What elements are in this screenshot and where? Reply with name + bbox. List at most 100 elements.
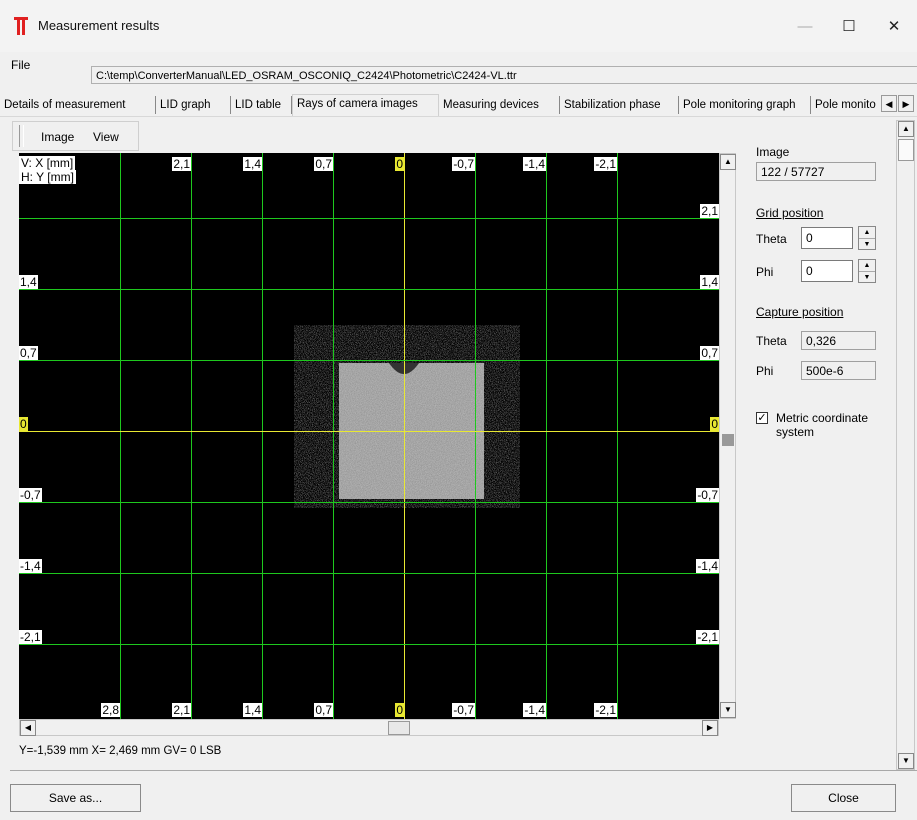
tab-lid-graph[interactable]: LID graph <box>156 96 231 114</box>
tick-label-top: 2,1 <box>172 157 191 171</box>
scroll-left-icon[interactable]: ◀ <box>20 720 36 736</box>
file-path-field[interactable]: C:\temp\ConverterManual\LED_OSRAM_OSCONI… <box>91 66 917 84</box>
panel-vertical-scrollbar[interactable]: ▲ ▼ <box>896 120 915 770</box>
scroll-down-icon[interactable]: ▼ <box>898 753 914 769</box>
tick-label-top: -0,7 <box>452 157 475 171</box>
tick-label-bottom: 0,7 <box>314 703 333 717</box>
axis-v-label: V: X [mm] <box>19 156 76 170</box>
tick-label-right: 0 <box>710 417 719 431</box>
scroll-thumb[interactable] <box>898 139 914 161</box>
image-index-value: 122 / 57727 <box>756 162 876 181</box>
camera-image-view[interactable]: V: X [mm] H: Y [mm] 2,1 1,4 0,7 0 -0,7 -1,4 -2… <box>19 153 719 719</box>
spin-up-icon[interactable]: ▲ <box>859 260 875 272</box>
tick-label-left: 1,4 <box>19 275 38 289</box>
tick-label-left: -1,4 <box>19 559 42 573</box>
grid-theta-label: Theta <box>756 232 787 246</box>
tick-label-right: 0,7 <box>700 346 719 360</box>
tab-bar: Details of measurement LID graph LID tab… <box>0 94 917 117</box>
image-label: Image <box>756 145 790 159</box>
scroll-right-icon[interactable]: ▶ <box>702 720 718 736</box>
minimize-button[interactable]: — <box>797 17 813 35</box>
tab-stabilization-phase[interactable]: Stabilization phase <box>560 96 679 114</box>
close-window-button[interactable]: ✕ <box>887 18 901 35</box>
tab-pole-monitoring-graph[interactable]: Pole monitoring graph <box>679 96 811 114</box>
window-title: Measurement results <box>38 18 160 33</box>
maximize-button[interactable]: ☐ <box>842 18 856 35</box>
tick-label-left: -0,7 <box>19 488 42 502</box>
metric-checkbox-label: Metric coordinate system <box>776 411 869 439</box>
scroll-down-icon[interactable]: ▼ <box>720 702 736 718</box>
close-button[interactable]: Close <box>791 784 896 812</box>
tick-label-top: -2,1 <box>594 157 617 171</box>
capture-theta-value: 0,326 <box>801 331 876 350</box>
tab-label: Rays of camera images <box>297 98 418 110</box>
tick-label-top: 0 <box>395 157 404 171</box>
axis-h-label: H: Y [mm] <box>19 170 76 184</box>
menu-view[interactable]: View <box>93 130 119 144</box>
tick-label-left: 0,7 <box>19 346 38 360</box>
tick-label-bottom: 0 <box>395 703 404 717</box>
tick-label-top: 0,7 <box>314 157 333 171</box>
tick-label-right: 1,4 <box>700 275 719 289</box>
cursor-status: Y=-1,539 mm X= 2,469 mm GV= 0 LSB <box>19 745 222 757</box>
tab-label: LID graph <box>160 99 211 111</box>
grid-theta-input[interactable]: 0 <box>801 227 853 249</box>
tick-label-top: 1,4 <box>243 157 262 171</box>
tab-label: Pole monito <box>815 99 876 111</box>
image-horizontal-scrollbar[interactable]: ◀ ▶ <box>19 719 719 736</box>
tick-label-bottom: -1,4 <box>523 703 546 717</box>
camera-image-canvas <box>19 153 719 719</box>
tab-measuring-devices[interactable]: Measuring devices <box>439 96 560 114</box>
tick-label-right: -0,7 <box>696 488 719 502</box>
tab-scroll-left-icon[interactable]: ◀ <box>881 95 897 112</box>
tick-label-left: -2,1 <box>19 630 42 644</box>
grid-phi-input[interactable]: 0 <box>801 260 853 282</box>
grid-theta-spinner[interactable]: ▲ ▼ <box>858 226 876 250</box>
tab-details-of-measurement[interactable]: Details of measurement <box>0 96 156 114</box>
tick-label-bottom: 1,4 <box>243 703 262 717</box>
tick-label-bottom: 2,8 <box>101 703 120 717</box>
capture-position-heading: Capture position <box>756 305 844 319</box>
save-as-button[interactable]: Save as... <box>10 784 141 812</box>
footer-divider <box>10 770 917 771</box>
metric-checkbox[interactable]: ✓ <box>756 412 768 424</box>
checkmark-icon: ✓ <box>757 412 767 424</box>
grid-phi-label: Phi <box>756 265 774 279</box>
scroll-up-icon[interactable]: ▲ <box>898 121 914 137</box>
tab-lid-table[interactable]: LID table <box>231 96 292 114</box>
tab-label: Measuring devices <box>443 99 539 111</box>
image-toolbar: Image View <box>12 121 139 151</box>
spin-down-icon[interactable]: ▼ <box>863 274 871 281</box>
capture-phi-label: Phi <box>756 364 774 378</box>
menu-image[interactable]: Image <box>41 130 75 144</box>
grid-phi-spinner[interactable]: ▲ ▼ <box>858 259 876 283</box>
tick-label-left: 0 <box>19 417 28 431</box>
spin-up-icon[interactable]: ▲ <box>859 227 875 239</box>
capture-theta-label: Theta <box>756 334 787 348</box>
app-logo-icon <box>14 17 28 35</box>
toolbar-grip[interactable] <box>19 125 24 147</box>
image-vertical-scrollbar[interactable]: ▲ ▼ <box>719 153 736 719</box>
scroll-up-icon[interactable]: ▲ <box>720 154 736 170</box>
title-bar: Measurement results — ☐ ✕ <box>0 0 917 52</box>
tab-label: Details of measurement <box>4 99 126 111</box>
capture-phi-value: 500e-6 <box>801 361 876 380</box>
tick-label-bottom: 2,1 <box>172 703 191 717</box>
tick-label-right: -2,1 <box>696 630 719 644</box>
tick-label-bottom: -0,7 <box>452 703 475 717</box>
tick-label-bottom: -2,1 <box>594 703 617 717</box>
tick-label-top: -1,4 <box>523 157 546 171</box>
tab-pole-monitoring-cut[interactable]: Pole monito <box>811 96 881 114</box>
tab-label: Stabilization phase <box>564 99 661 111</box>
tick-label-right: -1,4 <box>696 559 719 573</box>
tab-label: Pole monitoring graph <box>683 99 796 111</box>
tab-rays-of-camera-images[interactable]: Rays of camera images <box>292 94 439 116</box>
scroll-thumb[interactable] <box>388 721 410 735</box>
tab-scroll-right-icon[interactable]: ▶ <box>898 95 914 112</box>
scroll-thumb[interactable] <box>722 434 734 446</box>
grid-position-heading: Grid position <box>756 206 824 220</box>
file-label: File <box>11 58 31 72</box>
spin-down-icon[interactable]: ▼ <box>863 241 871 248</box>
tab-label: LID table <box>235 99 282 111</box>
info-panel: Image 122 / 57727 Grid position Theta 0 … <box>740 120 894 770</box>
